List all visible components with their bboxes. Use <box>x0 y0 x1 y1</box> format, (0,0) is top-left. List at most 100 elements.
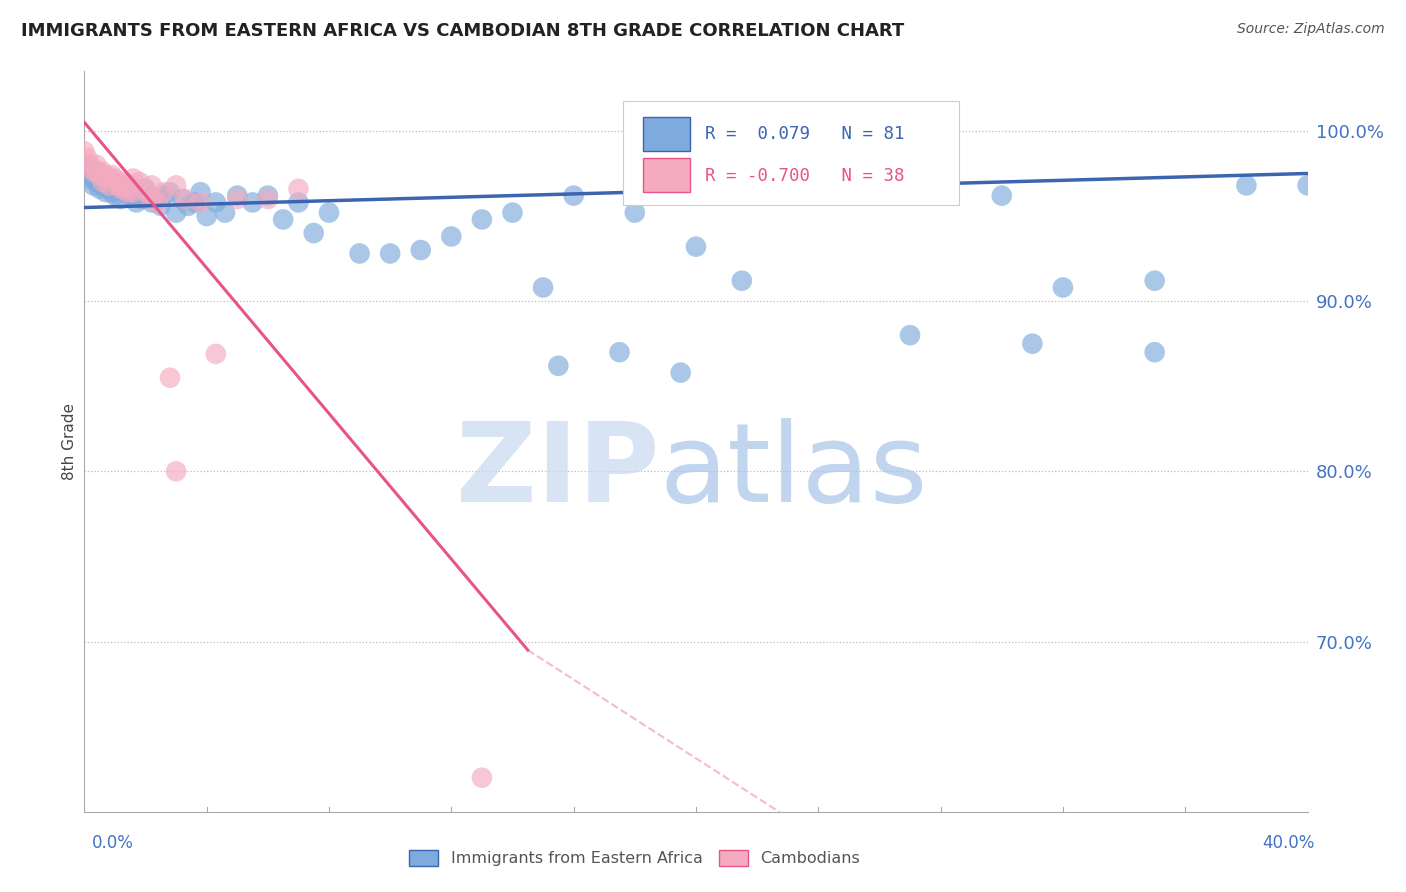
Point <box>120 188 142 202</box>
Point <box>86 158 108 172</box>
Point <box>226 188 249 202</box>
Point <box>669 366 692 380</box>
Point <box>159 185 181 199</box>
Point <box>257 188 280 202</box>
Point <box>112 185 135 199</box>
Point <box>190 185 212 199</box>
Point <box>112 175 135 189</box>
Point <box>271 212 294 227</box>
Point <box>101 168 124 182</box>
Point <box>135 185 157 199</box>
Point <box>929 178 952 193</box>
Point <box>609 345 631 359</box>
Point <box>318 205 340 219</box>
Point <box>159 370 181 384</box>
Point <box>79 158 101 172</box>
Point <box>165 464 187 478</box>
Point <box>94 185 117 199</box>
Point <box>97 171 120 186</box>
Point <box>302 226 325 240</box>
Point <box>205 195 228 210</box>
Point <box>128 175 150 189</box>
Point <box>101 185 124 199</box>
Point <box>838 188 860 202</box>
Point <box>91 178 114 193</box>
FancyBboxPatch shape <box>644 158 690 192</box>
Point <box>110 182 132 196</box>
Point <box>1143 274 1166 288</box>
Point <box>141 192 163 206</box>
Point <box>685 240 707 254</box>
Point <box>165 205 187 219</box>
Point <box>205 347 228 361</box>
Point <box>287 195 309 210</box>
Point <box>86 175 108 189</box>
Point <box>91 165 114 179</box>
Y-axis label: 8th Grade: 8th Grade <box>62 403 77 480</box>
Point <box>79 161 101 176</box>
Point <box>471 212 494 227</box>
Point <box>122 185 145 199</box>
Point <box>79 171 101 186</box>
Point <box>195 209 218 223</box>
Point <box>97 178 120 193</box>
Point <box>110 192 132 206</box>
Point <box>471 771 494 785</box>
Point <box>257 192 280 206</box>
Point <box>531 280 554 294</box>
Point <box>110 178 132 193</box>
Point <box>135 182 157 196</box>
Point <box>409 243 432 257</box>
Point <box>76 166 98 180</box>
Point <box>83 168 105 182</box>
Point <box>104 188 127 202</box>
Text: R =  0.079   N = 81: R = 0.079 N = 81 <box>704 125 904 144</box>
FancyBboxPatch shape <box>644 117 690 151</box>
Point <box>177 199 200 213</box>
Point <box>76 151 98 165</box>
Point <box>183 195 205 210</box>
Point <box>91 168 114 182</box>
Point <box>73 158 96 172</box>
Point <box>115 178 138 193</box>
Point <box>1236 178 1258 193</box>
Point <box>1052 280 1074 294</box>
Point <box>91 175 114 189</box>
Point <box>502 205 524 219</box>
Point <box>89 168 111 182</box>
Point <box>83 178 105 193</box>
Point <box>747 188 769 202</box>
Point <box>190 195 212 210</box>
Point <box>131 192 153 206</box>
Point <box>731 274 754 288</box>
Point <box>125 195 148 210</box>
Point <box>104 178 127 193</box>
Point <box>146 192 169 206</box>
Point <box>107 178 129 193</box>
Point <box>115 185 138 199</box>
Point <box>110 178 132 193</box>
Point <box>898 328 921 343</box>
Point <box>101 175 124 189</box>
FancyBboxPatch shape <box>623 101 959 204</box>
Point <box>149 199 172 213</box>
Point <box>440 229 463 244</box>
Point <box>146 195 169 210</box>
Point <box>122 182 145 196</box>
Point <box>226 192 249 206</box>
Point <box>94 175 117 189</box>
Text: atlas: atlas <box>659 417 928 524</box>
Point <box>94 168 117 182</box>
Point <box>349 246 371 260</box>
Point <box>107 182 129 196</box>
Text: IMMIGRANTS FROM EASTERN AFRICA VS CAMBODIAN 8TH GRADE CORRELATION CHART: IMMIGRANTS FROM EASTERN AFRICA VS CAMBOD… <box>21 22 904 40</box>
Point <box>128 185 150 199</box>
Point <box>547 359 569 373</box>
Point <box>120 178 142 193</box>
Point <box>624 205 647 219</box>
Point <box>104 171 127 186</box>
Point <box>242 195 264 210</box>
Point <box>86 165 108 179</box>
Text: Source: ZipAtlas.com: Source: ZipAtlas.com <box>1237 22 1385 37</box>
Point <box>89 182 111 196</box>
